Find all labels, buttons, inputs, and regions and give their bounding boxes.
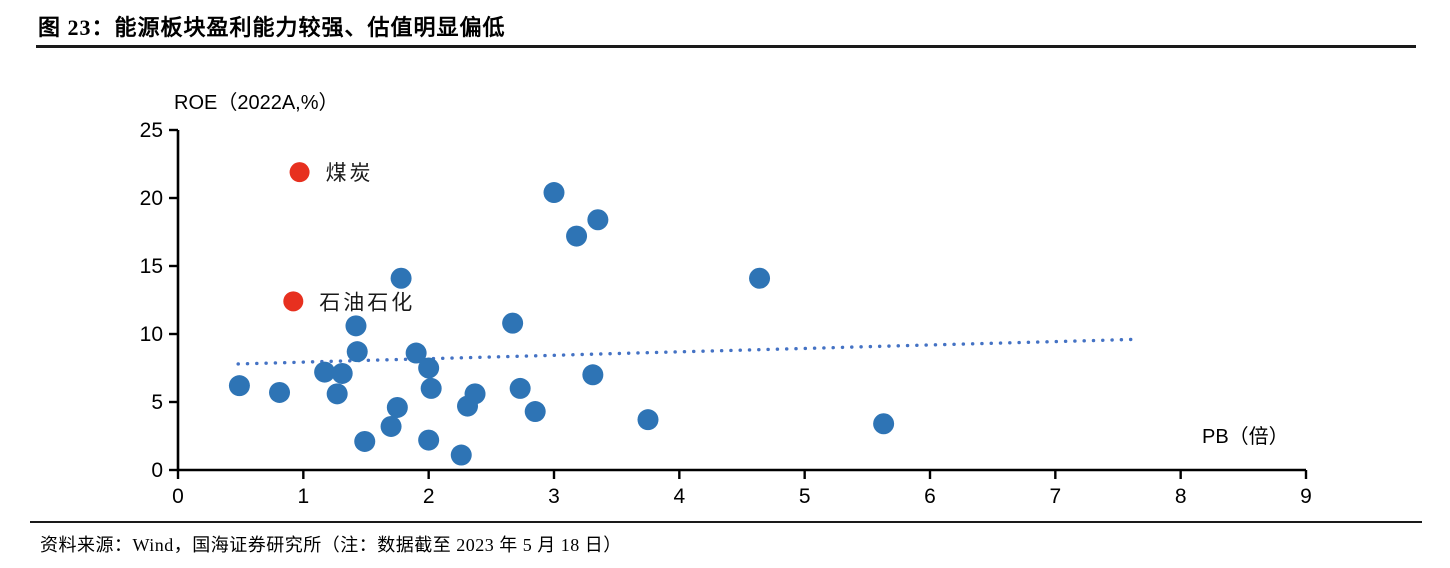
data-point <box>269 381 291 403</box>
data-point <box>450 444 472 466</box>
x-tick-label: 7 <box>1049 485 1061 508</box>
footer-divider <box>30 521 1422 523</box>
source-note: 资料来源：Wind，国海证券研究所（注：数据截至 2023 年 5 月 18 日… <box>40 535 622 555</box>
data-point <box>566 225 588 247</box>
trendline <box>236 337 1135 366</box>
data-point <box>331 362 353 384</box>
data-point <box>390 267 412 289</box>
x-tick-label: 8 <box>1175 485 1187 508</box>
title-divider <box>36 45 1416 48</box>
data-point <box>502 312 524 334</box>
x-axis-title: PB（倍） <box>1202 426 1289 448</box>
data-point <box>418 357 440 379</box>
highlight-point <box>283 291 304 312</box>
x-tick-label: 5 <box>799 485 811 508</box>
data-point <box>405 342 427 364</box>
data-point <box>582 364 604 386</box>
data-point <box>354 430 376 452</box>
y-tick-label: 0 <box>151 459 163 482</box>
highlight-point <box>289 162 310 183</box>
x-tick-label: 2 <box>423 485 435 508</box>
data-point <box>345 315 367 337</box>
y-tick-label: 25 <box>140 119 163 142</box>
x-tick-label: 4 <box>673 485 685 508</box>
point-label: 煤炭 <box>326 161 374 185</box>
data-point <box>380 415 402 437</box>
data-point <box>418 429 440 451</box>
point-label: 石油石化 <box>319 290 415 314</box>
data-point <box>314 361 336 383</box>
scatter-chart: 0 5 10 15 20 25 0 1 2 3 4 5 6 7 8 9 煤炭 石油石化 ROE（2022A,%） … <box>140 92 1312 508</box>
data-point <box>749 267 771 289</box>
y-axis-title: ROE（2022A,%） <box>174 92 339 114</box>
data-point <box>464 383 486 405</box>
y-tick-label: 20 <box>140 187 163 210</box>
x-tick-label: 9 <box>1300 485 1312 508</box>
x-tick-label: 3 <box>548 485 560 508</box>
data-point <box>326 383 348 405</box>
data-point <box>587 209 609 231</box>
data-point <box>509 377 531 399</box>
x-tick-label: 6 <box>924 485 936 508</box>
y-tick-label: 10 <box>140 323 163 346</box>
data-point <box>873 413 895 435</box>
data-point <box>346 341 368 363</box>
data-point <box>637 409 659 431</box>
x-tick-label: 0 <box>172 485 184 508</box>
data-point <box>228 375 250 397</box>
figure-title: 图 23：能源板块盈利能力较强、估值明显偏低 <box>38 15 506 40</box>
x-tick-label: 1 <box>297 485 309 508</box>
y-tick-label: 15 <box>140 255 163 278</box>
data-point <box>420 377 442 399</box>
data-point <box>386 396 408 418</box>
data-point <box>543 182 565 204</box>
y-tick-label: 5 <box>151 391 163 414</box>
data-point <box>524 401 546 423</box>
